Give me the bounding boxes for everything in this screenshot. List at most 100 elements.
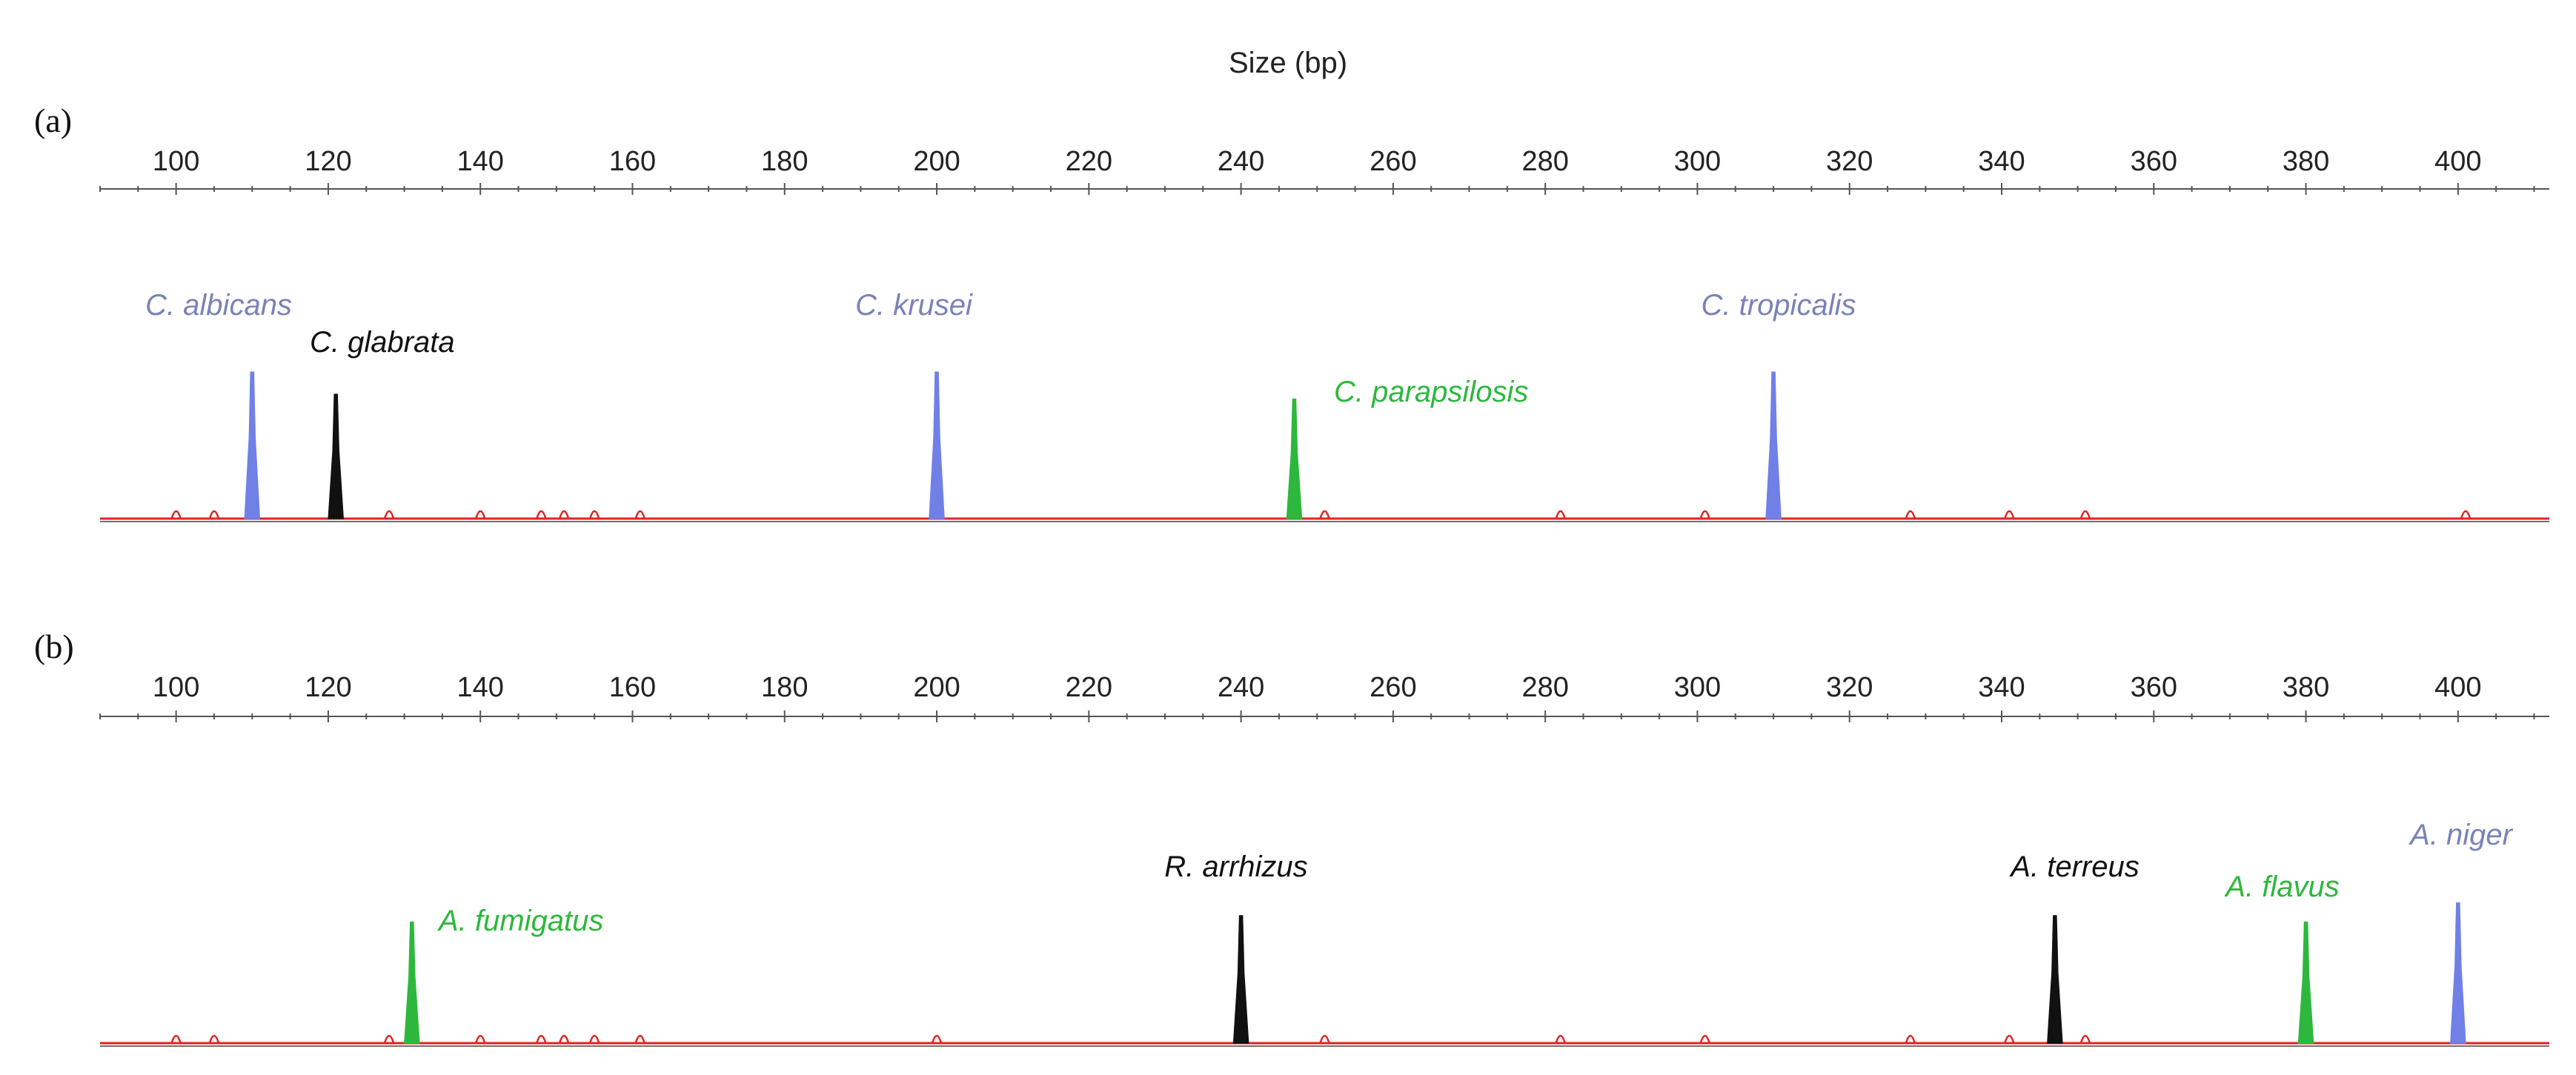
noise-peak — [1555, 1034, 1566, 1044]
noise-peak — [475, 1034, 486, 1044]
tick-label-140: 140 — [457, 146, 503, 177]
noise-peak — [558, 510, 570, 519]
noise-peak — [383, 510, 395, 519]
noise-peak — [588, 510, 600, 519]
noise-peak — [1319, 1034, 1330, 1044]
panel-b-tick-labels: 100 120 140 160 180 200 220 240 260 280 300 320 340 3… — [153, 672, 2482, 703]
tick-label-340: 340 — [1978, 672, 2025, 703]
noise-peak — [588, 1034, 600, 1044]
noise-peak — [536, 1034, 547, 1044]
tick-label-360: 360 — [2131, 146, 2177, 177]
panel-label-a: (a) — [34, 101, 72, 139]
tick-label-160: 160 — [609, 672, 656, 703]
noise-peak — [208, 510, 220, 519]
tick-label-140: 140 — [457, 672, 503, 703]
panel-a-peaks — [244, 371, 1782, 519]
panel-a-species-labels: C. albicans C. glabrata C. krusei C. paraps… — [145, 289, 1856, 408]
tick-label-360: 360 — [2131, 672, 2177, 703]
tick-label-400: 400 — [2434, 672, 2481, 703]
species-label-a-flavus: A. flavus — [2224, 871, 2339, 903]
tick-label-100: 100 — [153, 672, 199, 703]
species-label-c-albicans: C. albicans — [145, 289, 292, 322]
tick-label-340: 340 — [1978, 146, 2025, 177]
panel-b: (b) 100 120 140 160 180 200 220 240 260 280 300 320… — [34, 628, 2549, 1047]
peak-c-krusei — [929, 371, 945, 519]
noise-peak — [634, 510, 645, 519]
tick-label-280: 280 — [1521, 672, 1568, 703]
species-label-a-niger: A. niger — [2409, 819, 2514, 851]
tick-label-240: 240 — [1218, 146, 1264, 177]
tick-label-240: 240 — [1218, 672, 1264, 703]
panel-a: (a) 100 120 140 160 180 200 220 240 260 280 300 320… — [34, 101, 2549, 522]
noise-peak — [1699, 510, 1710, 519]
tick-label-200: 200 — [913, 672, 960, 703]
noise-peak — [2004, 510, 2015, 519]
tick-label-300: 300 — [1674, 146, 1721, 177]
panel-b-noise-marks — [170, 1034, 2091, 1044]
panel-label-b: (b) — [34, 628, 74, 665]
noise-peak — [2004, 1034, 2015, 1044]
tick-label-380: 380 — [2283, 146, 2329, 177]
noise-peak — [2460, 510, 2472, 519]
species-label-c-tropicalis: C. tropicalis — [1702, 289, 1856, 322]
x-axis-title: Size (bp) — [1229, 47, 1347, 79]
peak-r-arrhizus — [1232, 915, 1249, 1044]
noise-peak — [383, 1034, 395, 1044]
species-label-c-parapsilosis: C. parapsilosis — [1334, 376, 1528, 408]
panel-b-peaks — [404, 902, 2466, 1044]
tick-label-120: 120 — [305, 672, 351, 703]
noise-peak — [2079, 510, 2091, 519]
peak-a-fumigatus — [404, 921, 420, 1044]
noise-peak — [208, 1034, 220, 1044]
noise-peak — [2079, 1034, 2091, 1044]
noise-peak — [475, 510, 486, 519]
tick-label-380: 380 — [2283, 672, 2329, 703]
noise-peak — [1905, 1034, 1916, 1044]
peak-a-terreus — [2047, 915, 2063, 1044]
tick-label-220: 220 — [1066, 146, 1112, 177]
noise-peak — [536, 510, 547, 519]
peak-a-niger — [2450, 902, 2466, 1044]
noise-peak — [1319, 510, 1330, 519]
noise-peak — [931, 1034, 943, 1044]
panel-a-axis — [99, 183, 2549, 195]
peak-c-glabrata — [328, 393, 344, 519]
peak-c-tropicalis — [1765, 371, 1782, 519]
tick-label-300: 300 — [1674, 672, 1721, 703]
noise-peak — [634, 1034, 645, 1044]
tick-label-120: 120 — [305, 146, 351, 177]
panel-b-axis — [99, 710, 2549, 722]
peak-c-albicans — [244, 371, 261, 519]
tick-label-280: 280 — [1521, 146, 1568, 177]
tick-label-320: 320 — [1826, 672, 1873, 703]
tick-label-260: 260 — [1370, 146, 1416, 177]
species-label-a-fumigatus: A. fumigatus — [437, 905, 603, 937]
species-label-c-glabrata: C. glabrata — [310, 326, 455, 359]
peak-a-flavus — [2297, 921, 2314, 1044]
panel-a-tick-labels: 100 120 140 160 180 200 220 240 260 280 300 320 340 3… — [153, 146, 2482, 177]
noise-peak — [170, 1034, 182, 1044]
peak-c-parapsilosis — [1286, 399, 1303, 519]
tick-label-320: 320 — [1826, 146, 1873, 177]
panel-b-baseline — [100, 1042, 2549, 1047]
noise-peak — [1905, 510, 1916, 519]
panel-a-noise-marks — [170, 510, 2472, 519]
panel-b-species-labels: A. fumigatus R. arrhizus A. terreus A. flav… — [437, 819, 2514, 937]
tick-label-220: 220 — [1066, 672, 1112, 703]
noise-peak — [1555, 510, 1566, 519]
tick-label-180: 180 — [761, 146, 808, 177]
tick-label-100: 100 — [153, 146, 199, 177]
panel-a-baseline — [100, 517, 2549, 522]
tick-label-400: 400 — [2434, 146, 2481, 177]
tick-label-160: 160 — [609, 146, 656, 177]
species-label-r-arrhizus: R. arrhizus — [1164, 851, 1307, 883]
noise-peak — [170, 510, 182, 519]
noise-peak — [1699, 1034, 1710, 1044]
tick-label-260: 260 — [1370, 672, 1416, 703]
tick-label-200: 200 — [913, 146, 960, 177]
species-label-c-krusei: C. krusei — [855, 289, 973, 322]
species-label-a-terreus: A. terreus — [2009, 851, 2139, 883]
noise-peak — [558, 1034, 570, 1044]
tick-label-180: 180 — [761, 672, 808, 703]
